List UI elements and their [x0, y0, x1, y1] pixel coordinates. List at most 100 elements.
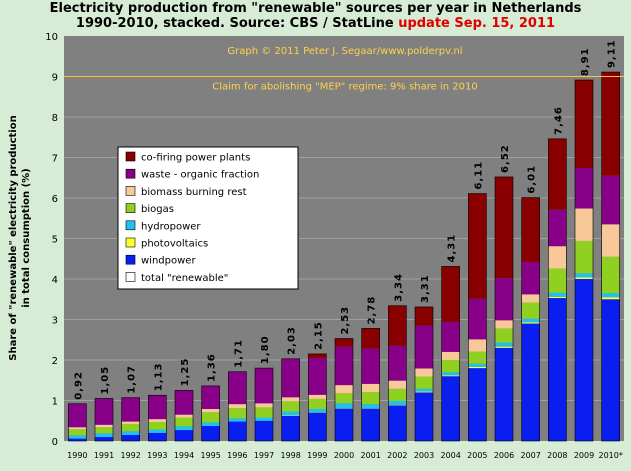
bar-segment-biomass-burning-rest	[228, 404, 247, 409]
bar-segment-windpower	[415, 392, 433, 441]
bar-segment-waste-organic-fraction	[361, 348, 380, 384]
total-data-label: 1,80	[260, 335, 271, 364]
bar-segment-waste-organic-fraction	[201, 385, 220, 410]
y-axis-ticks: 0 1 2 3 4 5 6 7 8 9 10	[45, 32, 58, 448]
bar-segment-biomass-burning-rest	[601, 224, 620, 257]
x-tick-label: 1999	[307, 451, 327, 460]
graph-credit: Graph © 2011 Peter J. Segaar/www.polderp…	[227, 46, 462, 57]
bar-total-outline	[388, 305, 407, 442]
bar-segment-waste-organic-fraction	[308, 357, 327, 395]
bar-segment-biogas	[281, 401, 300, 412]
bar-total-outline	[201, 385, 220, 442]
y-tick-label: 6	[52, 194, 58, 205]
bar-stack-2001	[361, 328, 380, 442]
bar-segment-biomass-burning-rest	[95, 424, 113, 428]
bar-total-outline	[521, 197, 540, 442]
legend-swatch	[125, 203, 136, 213]
bar-segment-windpower	[335, 408, 353, 441]
legend-label: waste - organic fraction	[141, 170, 259, 181]
bar-segment-windpower	[361, 408, 380, 441]
bar-segment-co-firing-power-plants	[441, 266, 460, 322]
legend-swatch	[125, 168, 136, 179]
bar-segment-biomass-burning-rest	[361, 383, 380, 392]
legend-label: windpower	[141, 256, 196, 267]
x-tick-label: 1993	[147, 451, 167, 460]
bar-segment-co-firing-power-plants	[361, 328, 380, 349]
bar-segment-biogas	[361, 391, 380, 405]
bar-segment-windpower	[388, 405, 407, 441]
bar-stack-1998	[281, 358, 300, 442]
bar-stack-2004	[441, 266, 460, 442]
total-data-label: 6,52	[500, 144, 511, 173]
bar-segment-waste-organic-fraction	[121, 397, 140, 422]
y-tick-label: 7	[52, 154, 58, 165]
bar-segment-co-firing-power-plants	[468, 193, 487, 299]
bar-segment-hydropower	[575, 273, 593, 278]
bar-segment-co-firing-power-plants	[521, 197, 540, 262]
bar-segment-biogas	[575, 240, 593, 274]
y-tick-label: 8	[52, 113, 58, 124]
total-data-label: 2,15	[313, 321, 324, 350]
total-data-label: 8,91	[580, 47, 591, 76]
bar-segment-photovoltaics	[548, 296, 567, 299]
bar-segment-hydropower	[228, 418, 247, 422]
bar-segment-biogas	[601, 256, 620, 294]
bar-segment-waste-organic-fraction	[495, 278, 513, 321]
bar-segment-hydropower	[175, 426, 193, 431]
total-data-label: 4,31	[447, 234, 458, 263]
bar-segment-co-firing-power-plants	[335, 338, 353, 347]
bar-segment-biomass-burning-rest	[308, 394, 327, 399]
bar-segment-windpower	[521, 323, 540, 441]
x-tick-label: 2009	[574, 451, 594, 460]
bar-segment-waste-organic-fraction	[415, 325, 433, 369]
bars	[68, 71, 620, 442]
bar-stack-1996	[228, 371, 247, 442]
bar-segment-hydropower	[255, 417, 273, 421]
bar-total-outline	[254, 367, 274, 442]
update-date: update Sep. 15, 2011	[398, 16, 556, 31]
total-data-label: 6,11	[473, 161, 484, 190]
bar-segment-co-firing-power-plants	[308, 353, 327, 358]
bar-segment-windpower	[308, 412, 327, 441]
bar-segment-photovoltaics	[495, 346, 513, 348]
bar-segment-hydropower	[281, 411, 300, 416]
bar-segment-hydropower	[121, 431, 140, 435]
bar-segment-windpower	[228, 421, 247, 441]
bar-segment-waste-organic-fraction	[281, 358, 300, 398]
bar-total-outline	[574, 79, 594, 442]
x-tick-label: 2003	[414, 451, 434, 460]
bar-segment-biogas	[308, 398, 327, 410]
y-tick-label: 10	[45, 32, 58, 43]
bar-segment-biogas	[441, 360, 460, 373]
bar-total-outline	[468, 193, 487, 442]
bar-stack-1993	[148, 394, 167, 442]
x-tick-label: 2008	[547, 451, 567, 460]
total-data-label: 1,07	[127, 365, 138, 394]
y-axis-label-2: in total consumption (%)	[21, 168, 32, 308]
bar-segment-hydropower	[201, 422, 220, 427]
bar-segment-biogas	[335, 393, 353, 404]
bar-segment-biomass-burning-rest	[281, 397, 300, 402]
legend-swatch	[125, 151, 136, 162]
bar-total-outline	[148, 394, 167, 442]
bar-stack-1999	[308, 353, 327, 442]
total-labels: 0,92 1,05 1,07 1,13 1,25 1,36 1,71 1,80 2,03 2,15…	[73, 39, 617, 399]
bar-segment-biomass-burning-rest	[548, 246, 567, 269]
bar-segment-biomass-burning-rest	[121, 421, 140, 424]
bar-segment-biomass-burning-rest	[468, 339, 487, 352]
x-tick-label: 2007	[520, 451, 540, 460]
bar-segment-waste-organic-fraction	[335, 346, 353, 386]
total-data-label: 2,78	[367, 296, 378, 325]
bar-segment-waste-organic-fraction	[548, 209, 567, 247]
x-tick-label: 1995	[200, 451, 220, 460]
bar-segment-biogas	[175, 417, 193, 427]
bar-segment-windpower	[175, 430, 193, 441]
bar-stack-2000	[334, 338, 354, 442]
bar-segment-windpower	[441, 376, 460, 441]
legend-label: biomass burning rest	[141, 187, 247, 198]
bar-stack-2009	[574, 79, 594, 442]
bar-total-outline	[174, 390, 194, 442]
bar-segment-waste-organic-fraction	[388, 345, 407, 381]
x-tick-label: 1991	[94, 451, 114, 460]
